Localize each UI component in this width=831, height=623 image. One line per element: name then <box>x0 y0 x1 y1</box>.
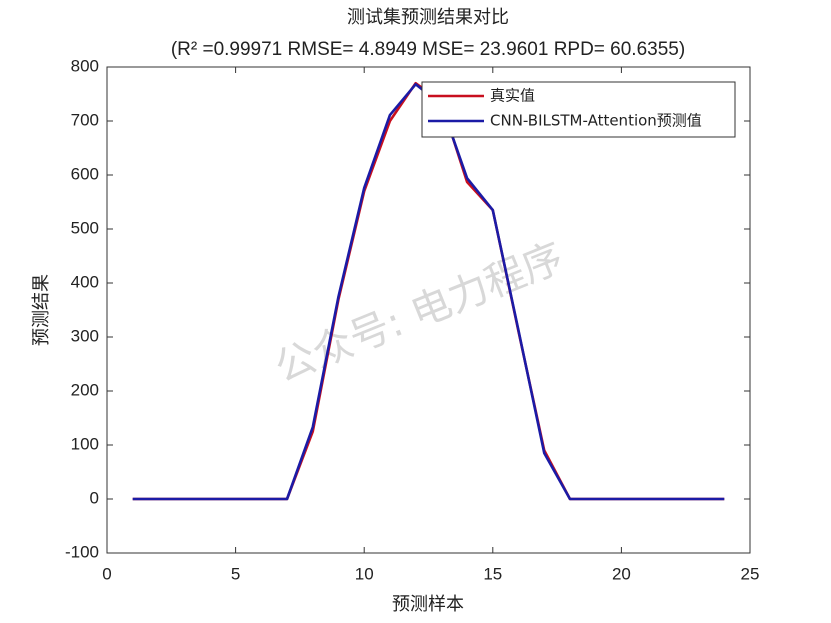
y-tick-label: 400 <box>71 272 99 291</box>
chart-title: 测试集预测结果对比 <box>347 7 509 28</box>
y-tick-label: 700 <box>71 110 99 129</box>
x-tick-label: 20 <box>612 564 631 583</box>
x-tick-label: 0 <box>102 564 111 583</box>
x-tick-label: 25 <box>741 564 760 583</box>
plot-frame <box>106 66 751 554</box>
y-tick-label: 500 <box>71 218 99 237</box>
x-tick-label: 15 <box>483 564 502 583</box>
x-tick-label: 5 <box>231 564 240 583</box>
chart-subtitle: (R² =0.99971 RMSE= 4.8949 MSE= 23.9601 R… <box>171 39 685 60</box>
y-tick-label: 800 <box>71 56 99 75</box>
y-axis-label: 预测结果 <box>31 274 52 346</box>
legend: 真实值 CNN-BILSTM-Attention预测值 <box>421 81 736 138</box>
y-tick-label: -100 <box>65 542 99 561</box>
y-tick-label: 200 <box>71 380 99 399</box>
legend-box <box>421 81 736 138</box>
y-tick-label: 600 <box>71 164 99 183</box>
x-axis-label: 预测样本 <box>392 594 464 615</box>
legend-label: CNN-BILSTM-Attention预测值 <box>490 112 702 130</box>
y-tick-label: 300 <box>71 326 99 345</box>
y-tick-label: 0 <box>90 488 99 507</box>
legend-label: 真实值 <box>490 87 535 105</box>
y-tick-label: 100 <box>71 434 99 453</box>
x-tick-label: 10 <box>355 564 374 583</box>
